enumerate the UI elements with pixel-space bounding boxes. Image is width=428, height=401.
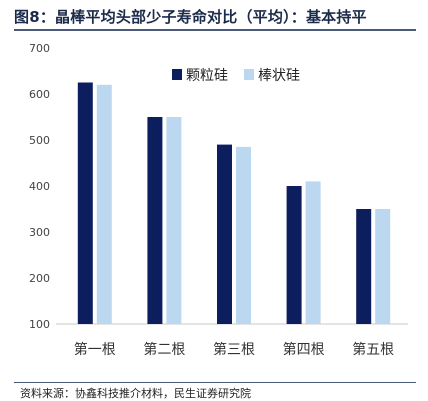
bar-rod-5 — [375, 209, 391, 324]
chart-legend: 颗粒硅 棒状硅 — [172, 68, 300, 84]
chart-title: 图8：晶棒平均头部少子寿命对比（平均）：基本持平 — [14, 8, 367, 26]
x-tick-label: 第五根 — [352, 341, 394, 358]
y-tick-label: 500 — [29, 134, 50, 147]
y-tick-label: 200 — [29, 272, 50, 285]
y-tick-label: 300 — [29, 226, 50, 239]
bar-granular-3 — [217, 144, 232, 324]
bar-granular-5 — [356, 209, 372, 324]
legend-label-granular: 颗粒硅 — [186, 68, 228, 84]
bar-chart: 100 200 300 400 500 600 700 第一根 第二根 第三根 第四根 第五根 颗粒… — [29, 42, 408, 358]
source-note: 资料来源：协鑫科技推介材料，民生证券研究院 — [20, 387, 251, 400]
bar-granular-2 — [147, 117, 163, 324]
bar-granular-4 — [286, 186, 302, 324]
source-divider — [14, 382, 416, 383]
legend-label-rod: 棒状硅 — [258, 68, 300, 84]
x-axis-labels: 第一根 第二根 第三根 第四根 第五根 — [74, 341, 394, 358]
y-tick-label: 400 — [29, 180, 50, 193]
x-tick-label: 第一根 — [74, 341, 116, 358]
y-tick-label: 100 — [29, 318, 50, 331]
y-tick-label: 600 — [29, 88, 50, 101]
bar-rod-3 — [236, 146, 251, 324]
bar-rod-2 — [166, 117, 182, 324]
bar-series-group — [77, 82, 391, 324]
x-tick-label: 第四根 — [283, 341, 325, 358]
bar-granular-1 — [77, 82, 93, 324]
chart-area: 100 200 300 400 500 600 700 第一根 第二根 第三根 第四根 第五根 颗粒… — [10, 32, 418, 372]
x-tick-label: 第三根 — [213, 341, 255, 358]
title-divider — [14, 29, 416, 31]
y-axis-ticks: 100 200 300 400 500 600 700 — [29, 42, 50, 331]
legend-swatch-granular — [172, 69, 182, 80]
bar-rod-1 — [96, 84, 112, 324]
x-tick-label: 第二根 — [143, 341, 185, 358]
bar-rod-4 — [305, 181, 321, 324]
y-tick-label: 700 — [29, 42, 50, 55]
legend-swatch-rod — [244, 69, 254, 80]
